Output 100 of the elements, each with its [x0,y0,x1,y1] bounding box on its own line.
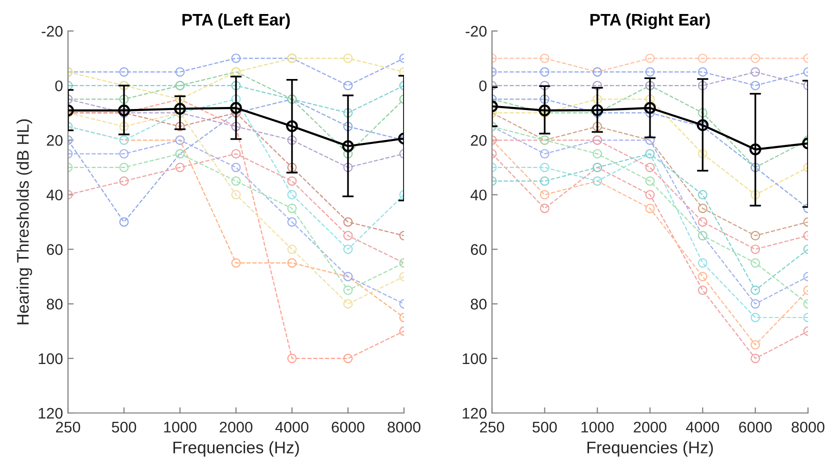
point [698,80,708,90]
y-tick-label: -20 [42,26,63,37]
x-tick-label: 500 [532,422,557,433]
point [287,176,297,186]
point [592,149,602,159]
point [645,54,655,64]
point [231,54,241,64]
y-tick-label: 80 [470,298,487,310]
point [750,230,760,240]
point [343,285,353,295]
point [750,258,760,268]
point [750,340,760,350]
point [645,67,655,77]
point [231,149,241,159]
point [119,122,129,132]
point [698,149,708,159]
x-tick-label: 2000 [220,422,252,433]
y-tick-label: 120 [38,408,63,419]
y-tick-label: 20 [46,135,63,146]
point [119,94,129,104]
x-axis-title: Frequencies (Hz) [173,441,299,457]
point [696,119,709,132]
point [175,122,185,132]
x-tick-label: 4000 [275,422,308,433]
point [343,230,353,240]
y-tick-label: 60 [470,244,487,255]
point [698,272,708,282]
point [645,176,655,186]
point [645,162,655,172]
y-tick-label: 100 [38,353,63,364]
point [538,104,551,116]
point [231,162,241,172]
x-tick-label: 8000 [388,422,420,433]
point [231,176,241,186]
point [698,217,708,227]
y-tick-label: 40 [470,190,487,200]
point [750,285,760,295]
point [592,80,602,90]
point [750,67,760,77]
point [118,104,130,116]
x-tick-label: 8000 [792,422,824,433]
point [750,190,760,200]
x-tick-label: 250 [480,422,504,433]
point [592,122,602,132]
point [174,102,186,115]
y-tick-label: -20 [466,26,487,37]
point [750,354,760,364]
point [287,244,297,254]
point [342,140,354,152]
point [231,190,241,200]
point [644,102,656,114]
y-tick-label: 80 [46,298,63,310]
x-tick-label: 2000 [634,422,666,433]
x-axis-title: Frequencies (Hz) [587,441,713,457]
point [286,120,298,132]
y-tick-label: 60 [46,244,63,255]
point [287,204,297,214]
point [343,80,353,90]
point [698,258,708,268]
y-tick-label: 0 [55,80,63,92]
point [591,104,604,116]
point [645,190,655,200]
point [750,80,760,90]
point [750,299,760,309]
point [175,67,185,77]
point [343,162,353,172]
point [119,67,129,77]
point [592,94,602,104]
point [287,217,297,227]
y-tick-label: 20 [470,135,487,146]
x-tick-label: 6000 [332,422,364,433]
point [119,149,129,159]
point [231,94,241,104]
chart-title: PTA (Right Ear) [590,13,710,29]
point [750,244,760,254]
x-tick-label: 6000 [739,422,772,433]
point [230,102,242,114]
point [287,354,297,364]
y-tick-label: 120 [462,408,487,419]
point [119,176,129,186]
point [645,108,655,118]
x-tick-label: 4000 [686,422,720,433]
point [645,94,655,104]
y-axis-title: Hearing Thresholds (dB HL) [16,119,32,324]
point [343,299,353,309]
point [343,244,353,254]
point [749,144,762,156]
point [645,204,655,214]
point [287,135,297,145]
point [698,204,708,214]
point [698,285,708,295]
point [750,312,760,322]
point [750,54,760,64]
x-tick-label: 250 [56,422,80,433]
chart-title: PTA (Left Ear) [182,13,290,29]
y-tick-label: 40 [46,190,63,200]
point [287,190,297,200]
point [698,190,708,200]
point [119,162,129,172]
x-tick-label: 1000 [164,422,196,433]
